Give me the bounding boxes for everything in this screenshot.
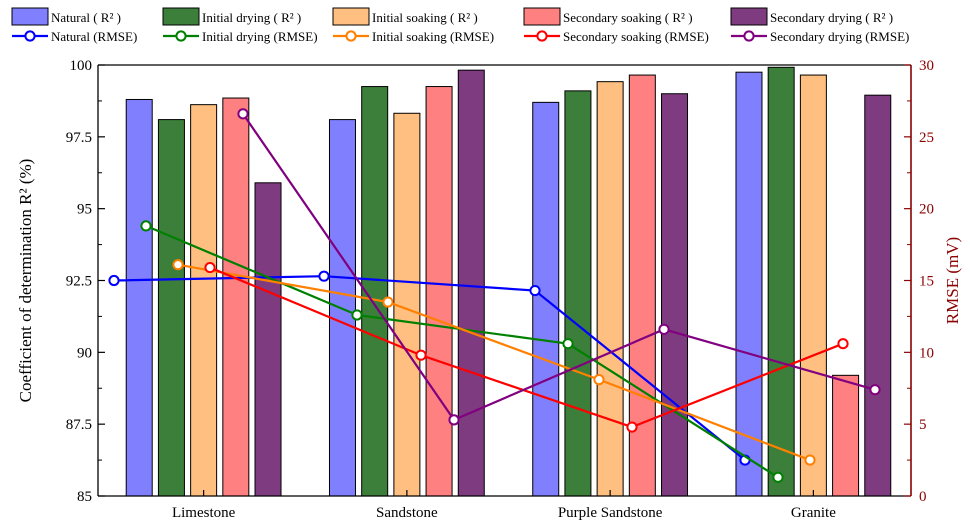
- right-tick-label: 20: [919, 202, 934, 218]
- legend-label-initial-drying-rmse: Initial drying (RMSE): [202, 29, 318, 44]
- right-tick-label: 15: [919, 274, 934, 290]
- point-secondary-drying-rmse-limestone: [237, 108, 249, 120]
- point-secondary-soaking-rmse-granite: [837, 338, 849, 350]
- line-secondary-soaking-rmse: [209, 266, 844, 429]
- bar-initial-drying-r-granite: [767, 66, 795, 497]
- legend-swatch-initial-drying-r: [162, 7, 200, 26]
- bar-natural-r-limestone: [125, 98, 153, 497]
- rmse-lines: [108, 108, 881, 483]
- bar-initial-soaking-r-limestone: [190, 104, 218, 497]
- x-tick-label: Granite: [791, 505, 836, 521]
- point-natural-rmse-sandstone: [318, 270, 330, 282]
- point-secondary-drying-rmse-sandstone: [448, 414, 460, 426]
- legend-marker-initial-soaking-rmse: [345, 30, 357, 42]
- bar-initial-soaking-r-granite: [799, 74, 827, 497]
- legend-swatch-natural-r: [11, 7, 49, 26]
- x-tick-label: Limestone: [172, 505, 236, 521]
- y-axis-title: Coefficient of determination R² (%): [16, 159, 35, 403]
- left-tick-label: 92.5: [66, 274, 92, 290]
- point-secondary-drying-rmse-granite: [869, 384, 881, 396]
- right-tick-label: 25: [919, 130, 934, 146]
- point-secondary-soaking-rmse-purple-sandstone: [626, 421, 638, 433]
- axes: [97, 64, 912, 497]
- legend: Natural ( R² ) Initial drying ( R² ) Initi…: [11, 7, 909, 44]
- point-initial-drying-rmse-purple-sandstone: [562, 338, 574, 350]
- legend-label-secondary-drying-r: Secondary drying ( R² ): [770, 10, 893, 25]
- legend-swatch-secondary-soaking-r: [523, 7, 561, 26]
- left-tick-label: 100: [70, 58, 93, 74]
- legend-label-natural-rmse: Natural (RMSE): [51, 29, 137, 44]
- line-secondary-drying-rmse: [242, 113, 876, 422]
- right-tick-label: 30: [919, 58, 934, 74]
- bar-initial-drying-r-limestone: [157, 119, 185, 497]
- legend-label-initial-soaking-rmse: Initial soaking (RMSE): [372, 29, 494, 44]
- bar-secondary-drying-r-sandstone: [457, 69, 485, 497]
- bar-secondary-soaking-r-granite: [832, 374, 860, 497]
- point-secondary-soaking-rmse-sandstone: [415, 349, 427, 361]
- legend-marker-natural-rmse: [24, 30, 36, 42]
- point-initial-drying-rmse-sandstone: [351, 309, 363, 321]
- legend-label-secondary-drying-rmse: Secondary drying (RMSE): [770, 29, 909, 44]
- legend-label-initial-soaking-r: Initial soaking ( R² ): [372, 10, 478, 25]
- point-initial-drying-rmse-limestone: [140, 220, 152, 232]
- bars: [125, 66, 892, 497]
- bar-secondary-soaking-r-sandstone: [425, 86, 453, 497]
- right-tick-label: 0: [919, 489, 927, 505]
- legend-label-initial-drying-r: Initial drying ( R² ): [202, 10, 301, 25]
- point-initial-soaking-rmse-granite: [804, 454, 816, 466]
- point-initial-soaking-rmse-sandstone: [382, 296, 394, 308]
- line-initial-soaking-rmse: [177, 263, 811, 462]
- bar-secondary-soaking-r-purple-sandstone: [628, 74, 656, 497]
- left-tick-label: 97.5: [66, 130, 92, 146]
- y-axis-right-title: RMSE (mV): [943, 237, 962, 324]
- point-secondary-drying-rmse-purple-sandstone: [658, 323, 670, 335]
- bar-secondary-drying-r-purple-sandstone: [661, 93, 689, 497]
- legend-swatch-initial-soaking-r: [332, 7, 370, 26]
- bar-secondary-soaking-r-limestone: [222, 97, 250, 497]
- right-tick-label: 10: [919, 345, 934, 361]
- point-initial-soaking-rmse-purple-sandstone: [593, 374, 605, 386]
- point-natural-rmse-limestone: [108, 274, 120, 287]
- left-tick-label: 95: [77, 202, 92, 218]
- bar-initial-drying-r-sandstone: [361, 86, 389, 497]
- x-tick-label: Purple Sandstone: [558, 505, 663, 521]
- bar-natural-r-granite: [735, 71, 763, 497]
- left-tick-label: 87.5: [66, 417, 92, 433]
- point-initial-soaking-rmse-limestone: [172, 259, 184, 271]
- bar-initial-drying-r-purple-sandstone: [564, 90, 592, 497]
- legend-label-secondary-soaking-r: Secondary soaking ( R² ): [563, 10, 693, 25]
- bar-secondary-drying-r-granite: [864, 94, 892, 497]
- axis-labels: 85 87.5 90 92.5 95 97.5 100 0 5 10 15 20 25 30 Limesto…: [16, 58, 962, 521]
- bar-secondary-drying-r-limestone: [254, 182, 282, 497]
- left-tick-label: 85: [77, 489, 92, 505]
- legend-swatch-secondary-drying-r: [730, 7, 768, 26]
- left-tick-label: 90: [77, 345, 92, 361]
- legend-marker-secondary-drying-rmse: [743, 30, 755, 42]
- bar-initial-soaking-r-purple-sandstone: [596, 81, 624, 497]
- point-secondary-soaking-rmse-limestone: [204, 261, 216, 274]
- point-initial-drying-rmse-granite: [772, 471, 784, 483]
- right-tick-label: 5: [919, 417, 927, 433]
- legend-marker-initial-drying-rmse: [175, 30, 187, 42]
- legend-label-natural-r: Natural ( R² ): [51, 10, 121, 25]
- line-natural-rmse: [113, 275, 746, 461]
- legend-label-secondary-soaking-rmse: Secondary soaking (RMSE): [563, 29, 709, 44]
- x-tick-label: Sandstone: [376, 505, 438, 521]
- point-natural-rmse-purple-sandstone: [529, 284, 541, 297]
- legend-marker-secondary-soaking-rmse: [536, 30, 548, 42]
